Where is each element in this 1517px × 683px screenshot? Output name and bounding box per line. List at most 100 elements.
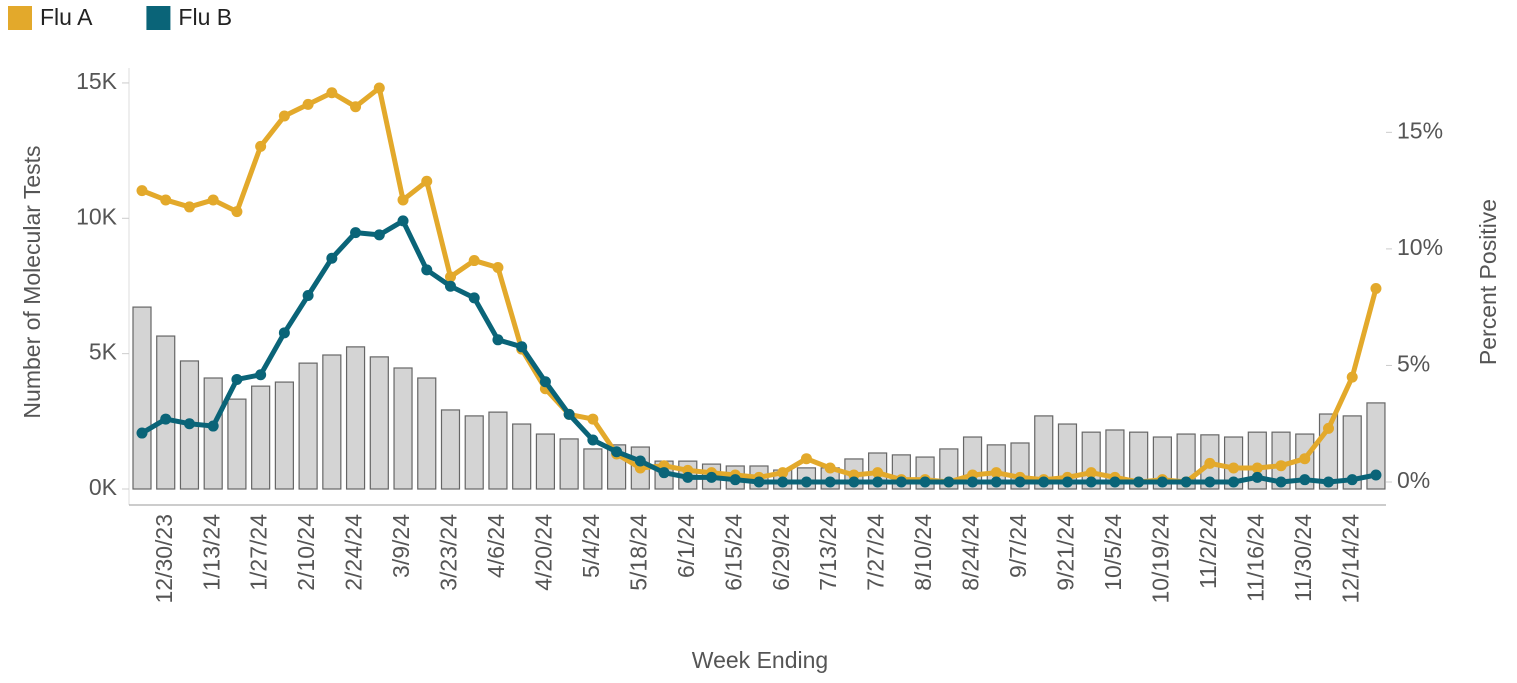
y2-tick-label: 10%: [1397, 234, 1443, 260]
series-point: [777, 476, 789, 488]
y2-tick-label: 5%: [1397, 351, 1430, 377]
bar: [440, 409, 461, 490]
series-point: [444, 280, 456, 292]
series-point: [587, 434, 599, 446]
series-point: [1251, 471, 1263, 483]
legend-label: Flu A: [40, 4, 93, 30]
series-point: [492, 262, 504, 274]
bar: [203, 377, 223, 490]
y-tick-label: 0K: [89, 474, 118, 500]
x-tick-label: 1/27/24: [246, 514, 272, 591]
bar: [1366, 402, 1386, 490]
bar: [583, 448, 603, 490]
series-point: [397, 194, 409, 206]
series-point: [255, 140, 267, 152]
series-point: [872, 476, 884, 488]
y-axis-title: Number of Molecular Tests: [19, 145, 45, 418]
series-point: [1014, 476, 1026, 488]
series-point: [1275, 460, 1287, 472]
bar: [1034, 415, 1054, 490]
series-point: [990, 476, 1002, 488]
x-tick-label: 6/1/24: [673, 514, 699, 578]
series-point: [990, 467, 1002, 479]
x-tick-label: 5/4/24: [578, 514, 604, 578]
bar: [393, 367, 413, 490]
series-point: [824, 462, 836, 474]
y2-tick-label: 0%: [1397, 467, 1430, 493]
series-point: [1085, 476, 1097, 488]
y-tick-label: 5K: [89, 339, 118, 365]
series-point: [1275, 476, 1287, 488]
x-tick-label: 8/10/24: [910, 514, 936, 591]
series-point: [183, 418, 195, 430]
bar: [488, 411, 508, 490]
series-point: [397, 215, 409, 227]
y-tick-label: 10K: [76, 203, 118, 229]
series-point: [492, 334, 504, 346]
series-point: [326, 87, 338, 99]
series-point: [1299, 453, 1311, 465]
series-point: [1109, 476, 1121, 488]
y-tick-label: 15K: [76, 68, 118, 94]
x-tick-label: 7/27/24: [863, 514, 889, 591]
series-point: [1251, 462, 1263, 474]
series-point: [1038, 476, 1050, 488]
series-point: [872, 467, 884, 479]
series-point: [231, 373, 243, 385]
bar: [559, 438, 579, 490]
bar: [535, 433, 556, 490]
series-point: [1228, 476, 1240, 488]
series-point: [444, 271, 456, 283]
series-point: [658, 467, 670, 479]
bar: [251, 385, 271, 490]
x-tick-label: 9/21/24: [1053, 514, 1079, 591]
bar: [1152, 436, 1172, 490]
series-point: [160, 194, 172, 206]
bar: [156, 335, 176, 490]
legend-label: Flu B: [178, 4, 232, 30]
series-point: [278, 327, 290, 339]
x-tick-label: 11/30/24: [1290, 514, 1316, 602]
series-point: [1085, 467, 1097, 479]
bar: [1129, 431, 1149, 490]
series-point: [1061, 476, 1073, 488]
series-point: [563, 408, 575, 420]
series-point: [1370, 469, 1382, 481]
series-point: [207, 194, 219, 206]
series-point: [895, 476, 907, 488]
series-point: [373, 82, 385, 94]
series-point: [706, 471, 718, 483]
series-point: [1204, 476, 1216, 488]
series-point: [183, 201, 195, 213]
series-point: [1346, 371, 1358, 383]
series-point: [255, 369, 267, 381]
series-point: [967, 476, 979, 488]
x-tick-label: 6/29/24: [768, 514, 794, 591]
series-point: [919, 476, 931, 488]
series-point: [350, 101, 362, 113]
bar: [986, 444, 1006, 490]
series-point: [753, 476, 765, 488]
x-tick-label: 4/6/24: [483, 514, 509, 578]
series-point: [1370, 283, 1382, 295]
x-tick-label: 10/5/24: [1100, 514, 1126, 591]
series-point: [468, 255, 480, 267]
x-tick-label: 7/13/24: [815, 514, 841, 591]
x-axis-title: Week Ending: [692, 647, 828, 673]
series-point: [136, 427, 148, 439]
series-point: [634, 455, 646, 467]
bar: [464, 415, 484, 490]
x-tick-label: 6/15/24: [720, 514, 746, 591]
series-point: [611, 446, 623, 458]
series-point: [729, 474, 741, 486]
bar: [1342, 415, 1362, 490]
bar: [512, 423, 532, 490]
x-tick-label: 2/10/24: [293, 514, 319, 591]
series-point: [1156, 476, 1168, 488]
legend-swatch: [8, 6, 32, 30]
bar: [345, 346, 366, 490]
y2-axis-title: Percent Positive: [1475, 199, 1501, 365]
x-tick-label: 9/7/24: [1005, 514, 1031, 578]
x-tick-label: 5/18/24: [625, 514, 651, 591]
bar: [322, 354, 342, 490]
